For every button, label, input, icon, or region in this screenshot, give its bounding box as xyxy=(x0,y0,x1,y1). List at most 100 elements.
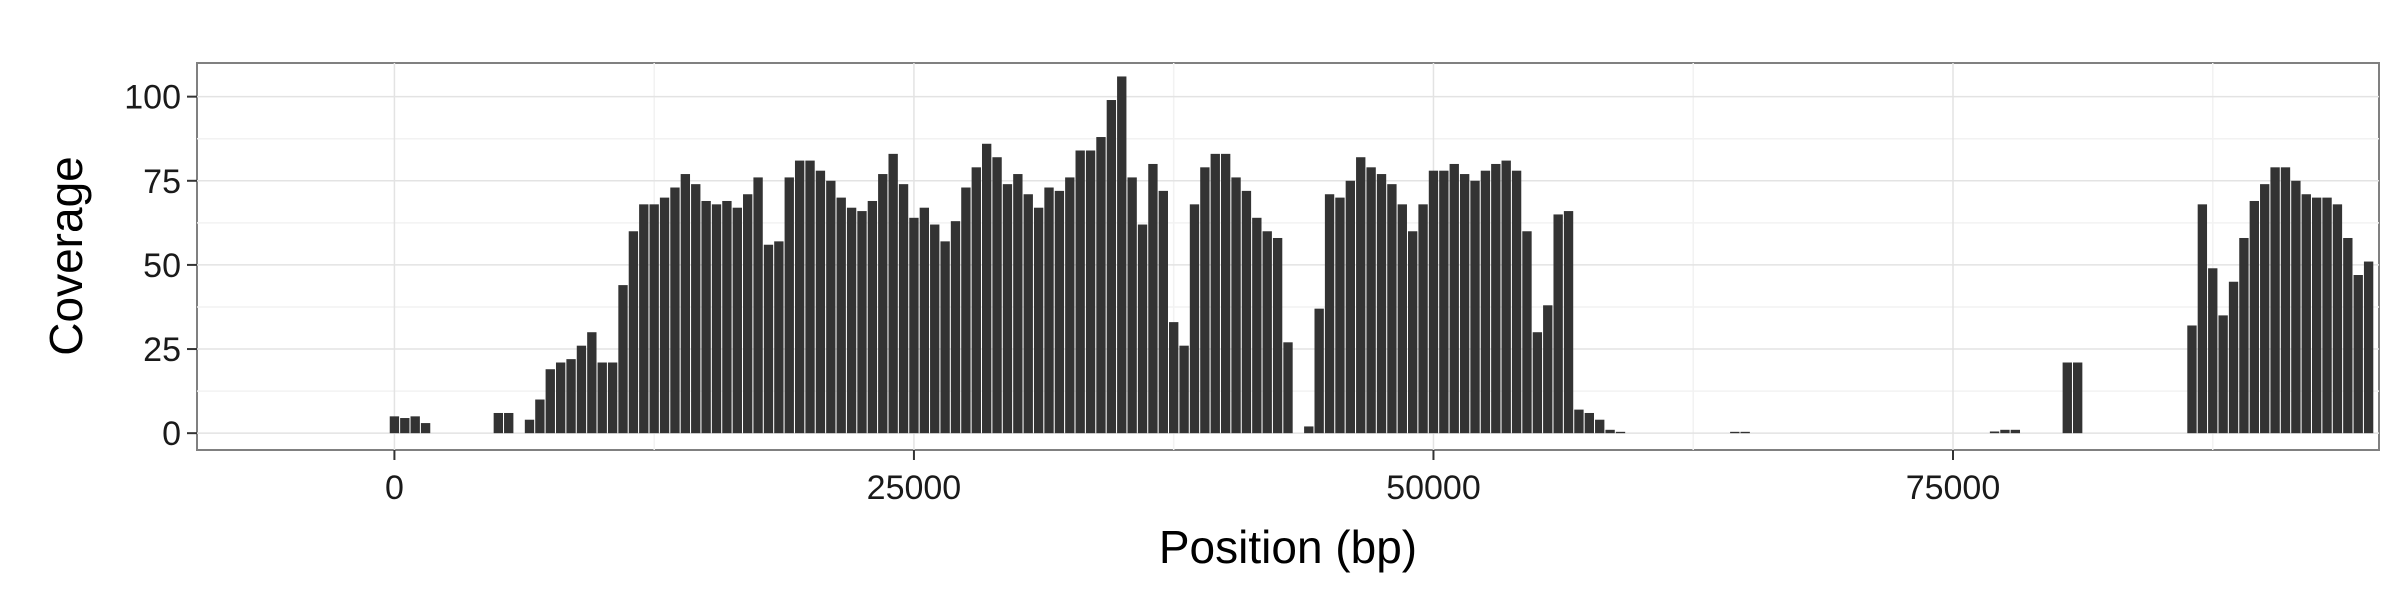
coverage-bar xyxy=(930,224,940,434)
coverage-bar xyxy=(1397,204,1407,434)
coverage-bar xyxy=(992,157,1002,434)
coverage-bar xyxy=(1387,184,1397,434)
y-tick-label: 75 xyxy=(143,163,181,201)
coverage-bar xyxy=(1449,163,1459,434)
coverage-bar xyxy=(680,174,691,434)
coverage-bar xyxy=(670,187,680,434)
coverage-bar xyxy=(2208,268,2218,434)
coverage-bar xyxy=(400,418,410,434)
coverage-bar xyxy=(2343,237,2353,434)
coverage-bar xyxy=(1543,305,1553,434)
coverage-bar xyxy=(1065,177,1075,434)
coverage-bar xyxy=(524,419,535,434)
x-tick-label: 50000 xyxy=(1386,469,1481,507)
coverage-bar xyxy=(1262,231,1272,434)
coverage-bar xyxy=(1106,100,1117,434)
coverage-bar xyxy=(867,200,878,434)
coverage-bar xyxy=(639,204,649,434)
coverage-bar xyxy=(794,160,805,434)
coverage-bar xyxy=(2062,362,2072,434)
x-tick-label: 0 xyxy=(385,469,404,507)
x-tick-label: 25000 xyxy=(867,469,962,507)
coverage-bar xyxy=(1522,231,1532,434)
coverage-bar xyxy=(504,412,514,434)
coverage-bar xyxy=(846,207,857,434)
coverage-bar xyxy=(410,416,420,434)
coverage-bar xyxy=(1148,163,1158,434)
coverage-bar xyxy=(2260,184,2270,434)
coverage-bar xyxy=(919,207,930,434)
coverage-bar xyxy=(1054,190,1065,434)
coverage-bar xyxy=(1418,204,1428,434)
coverage-bar xyxy=(493,412,503,434)
coverage-bar xyxy=(2280,167,2291,434)
coverage-bar xyxy=(1574,409,1584,434)
y-axis-title: Coverage xyxy=(40,156,92,355)
coverage-bar xyxy=(545,369,555,434)
coverage-bar xyxy=(2322,197,2332,434)
coverage-bar xyxy=(2332,204,2343,434)
coverage-bar xyxy=(1428,170,1439,434)
coverage-bar xyxy=(618,285,628,434)
coverage-bar xyxy=(1335,197,1345,434)
coverage-bar xyxy=(1158,190,1168,434)
coverage-bar xyxy=(1553,214,1563,434)
coverage-bar xyxy=(535,399,545,434)
coverage-bar xyxy=(1169,322,1179,434)
axes: 0 25 50 75 100 0 25000 50000 75000 xyxy=(124,79,2000,507)
coverage-bar xyxy=(691,184,701,434)
coverage-bar xyxy=(971,167,981,434)
coverage-bar xyxy=(420,423,431,434)
coverage-bar xyxy=(836,197,846,434)
coverage-bar xyxy=(628,231,639,434)
coverage-bar xyxy=(1376,174,1387,434)
coverage-bar xyxy=(1252,217,1262,434)
coverage-bar xyxy=(1615,431,1626,434)
coverage-bar xyxy=(1345,180,1356,434)
coverage-bar xyxy=(1023,194,1033,434)
coverage-bar xyxy=(1595,419,1605,434)
coverage-bar xyxy=(763,244,774,434)
coverage-bar xyxy=(784,177,794,434)
coverage-bar xyxy=(1272,237,1283,434)
coverage-bar xyxy=(1356,157,1366,434)
coverage-bar xyxy=(722,200,732,434)
coverage-bar xyxy=(940,241,950,434)
y-tick-label: 100 xyxy=(124,79,181,117)
y-tick-label: 50 xyxy=(143,247,181,285)
coverage-bar xyxy=(2228,281,2239,434)
coverage-bar xyxy=(1210,153,1220,434)
coverage-bar xyxy=(909,217,919,434)
coverage-bar xyxy=(566,359,576,434)
coverage-bar xyxy=(1231,177,1241,434)
coverage-bar xyxy=(576,345,587,434)
y-tick-label: 25 xyxy=(143,331,181,369)
coverage-bar xyxy=(1532,332,1543,434)
coverage-bar xyxy=(1730,431,1740,434)
coverage-bar xyxy=(1408,231,1418,434)
coverage-bar xyxy=(1501,160,1511,434)
coverage-bar xyxy=(950,221,961,434)
coverage-bar xyxy=(2073,362,2083,434)
coverage-bar xyxy=(1439,170,1449,434)
coverage-bar xyxy=(2353,275,2363,434)
coverage-bar xyxy=(1075,150,1085,434)
coverage-bar xyxy=(2187,325,2197,434)
coverage-bar xyxy=(1511,170,1522,434)
coverage-bar xyxy=(1085,150,1096,434)
coverage-bar xyxy=(1137,224,1148,434)
coverage-bar xyxy=(711,204,722,434)
coverage-bar xyxy=(753,177,763,434)
coverage-bar xyxy=(2239,237,2249,434)
coverage-bar xyxy=(1127,177,1137,434)
coverage-bar xyxy=(1470,180,1480,434)
coverage-bar xyxy=(878,174,888,434)
coverage-bar xyxy=(1605,429,1615,434)
coverage-bar xyxy=(2301,194,2311,434)
coverage-bar xyxy=(1314,308,1324,434)
coverage-bar xyxy=(2291,180,2301,434)
y-tick-label: 0 xyxy=(162,415,181,453)
coverage-bar xyxy=(774,241,784,434)
coverage-bar xyxy=(1283,342,1293,434)
